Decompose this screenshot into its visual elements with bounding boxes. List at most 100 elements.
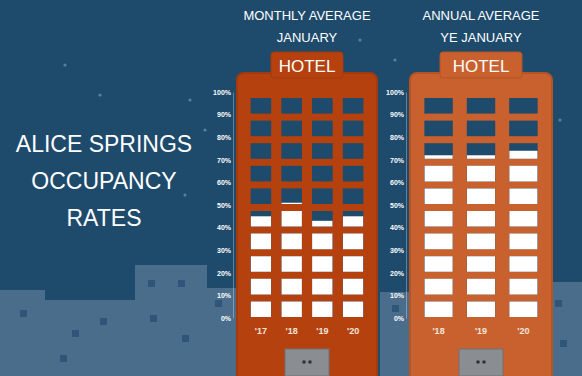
y-tick-label: 80%: [390, 134, 405, 141]
window: [281, 188, 302, 204]
y-tick: 40%: [217, 224, 233, 231]
y-tick: 80%: [390, 134, 406, 141]
y-tick: 20%: [217, 270, 233, 277]
chart-title: ANNUAL AVERAGE: [422, 8, 539, 23]
window: [509, 98, 537, 114]
bars: [251, 203, 364, 318]
star: [203, 128, 206, 131]
y-tick: 60%: [390, 179, 406, 186]
window: [509, 121, 537, 137]
star: [188, 98, 191, 101]
x-tick-label: '20: [517, 326, 529, 336]
x-tick-label: '19: [316, 326, 328, 336]
window: [343, 188, 364, 204]
y-tick-label: 50%: [390, 202, 405, 209]
heading-line: ALICE SPRINGS: [16, 131, 192, 157]
y-tick-label: 30%: [217, 247, 232, 254]
heading-line: OCCUPANCY: [31, 168, 176, 194]
bar: [424, 155, 452, 318]
y-tick: 0%: [221, 315, 233, 322]
y-tick: 30%: [390, 247, 406, 254]
door: [459, 349, 503, 376]
y-tick-label: 100%: [386, 89, 405, 96]
y-tick: 90%: [217, 111, 233, 118]
skyline-window: [182, 335, 189, 342]
y-tick-label: 0%: [221, 315, 232, 322]
skyline-window: [100, 318, 107, 325]
y-tick-label: 10%: [217, 292, 232, 299]
window: [343, 166, 364, 182]
chart-title: JANUARY: [277, 30, 338, 45]
window: [343, 121, 364, 137]
windows: [424, 98, 537, 317]
y-tick-label: 10%: [390, 292, 405, 299]
window: [312, 98, 333, 114]
infographic: ALICE SPRINGS OCCUPANCY RATES MONTHLY AVERA…: [0, 0, 582, 376]
y-tick: 100%: [213, 89, 233, 96]
window: [467, 98, 495, 114]
y-tick: 70%: [390, 157, 406, 164]
window: [281, 166, 302, 182]
y-tick-label: 20%: [390, 270, 405, 277]
x-tick-label: '18: [432, 326, 444, 336]
y-axis: 0% 10% 20% 30% 40% 50% 60% 70% 80% 90% 100%: [213, 89, 233, 322]
skyline-window: [560, 340, 567, 347]
y-tick-label: 90%: [390, 111, 405, 118]
y-tick-label: 40%: [390, 224, 405, 231]
windows: [251, 98, 364, 317]
y-tick: 80%: [217, 134, 233, 141]
door-knob: [308, 360, 312, 364]
y-tick-label: 0%: [394, 315, 405, 322]
skyline-building: [85, 305, 125, 376]
skyline-window: [392, 305, 399, 312]
y-tick-label: 30%: [390, 247, 405, 254]
star: [183, 193, 186, 196]
sign: [271, 52, 343, 78]
window: [251, 121, 272, 137]
door-knob: [476, 360, 480, 364]
window: [312, 188, 333, 204]
building: [410, 73, 552, 376]
x-tick-label: '20: [347, 326, 359, 336]
window: [312, 166, 333, 182]
window: [467, 121, 495, 137]
window: [281, 143, 302, 159]
bar: [281, 203, 302, 318]
y-tick-label: 60%: [390, 179, 405, 186]
y-tick: 70%: [217, 157, 233, 164]
bars: [424, 151, 537, 318]
bar: [509, 151, 537, 318]
y-tick: 60%: [217, 179, 233, 186]
window: [281, 98, 302, 114]
window: [251, 98, 272, 114]
y-axis-line: [233, 93, 234, 319]
y-tick: 100%: [386, 89, 406, 96]
window: [251, 188, 272, 204]
bar: [467, 155, 495, 318]
plot-area: [424, 151, 537, 318]
plot-area: [251, 203, 364, 318]
y-tick-label: 70%: [390, 157, 405, 164]
bar: [343, 216, 364, 318]
door: [285, 349, 329, 376]
skyline-window: [20, 310, 27, 317]
heading-line: RATES: [67, 205, 142, 231]
skyline-window: [60, 355, 67, 362]
door-knob: [302, 360, 306, 364]
skyline-building: [30, 300, 125, 376]
chart: MONTHLY AVERAGEJANUARYHOTEL0%10%20%30%40…: [213, 8, 377, 376]
window: [343, 143, 364, 159]
window: [251, 143, 272, 159]
y-tick-label: 50%: [217, 202, 232, 209]
y-tick: 10%: [217, 292, 233, 299]
y-tick: 50%: [390, 202, 406, 209]
window: [312, 121, 333, 137]
y-axis: 0% 10% 20% 30% 40% 50% 60% 70% 80% 90% 100%: [386, 89, 406, 322]
x-tick-label: '19: [475, 326, 487, 336]
skyline-window: [72, 330, 79, 337]
building: [237, 73, 377, 376]
y-tick-label: 80%: [217, 134, 232, 141]
star: [358, 38, 361, 41]
chart-title: MONTHLY AVERAGE: [243, 8, 370, 23]
skyline-window: [150, 315, 157, 322]
